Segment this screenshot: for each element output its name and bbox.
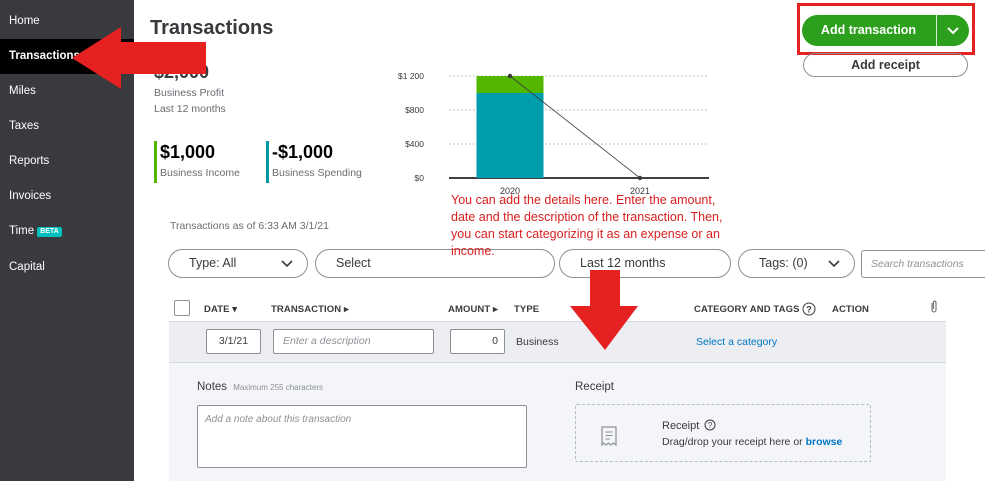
add-transaction-label: Add transaction	[820, 23, 917, 37]
type-filter-label: Type: All	[189, 256, 237, 270]
annotation-arrow-down	[570, 270, 638, 350]
business-spending-label: Business Spending	[272, 167, 362, 179]
beta-badge: BETA	[37, 227, 62, 237]
tags-filter-label: Tags: (0)	[759, 256, 808, 270]
page-title: Transactions	[150, 17, 274, 39]
date-range-label: Last 12 months	[580, 256, 666, 270]
svg-text:?: ?	[708, 421, 713, 430]
notes-textarea[interactable]: Add a note about this transaction	[197, 405, 527, 468]
business-income-label: Business Income	[160, 167, 240, 179]
profit-chart: $0 $400 $800 $1 200 2020 2021	[398, 71, 709, 196]
browse-link[interactable]: browse	[805, 436, 843, 448]
x-tick-label: 2020	[500, 186, 520, 196]
profit-line	[509, 75, 641, 179]
transactions-table: DATE ▾ TRANSACTION ▸ AMOUNT ▸ TYPE CATEG…	[169, 296, 946, 481]
transactions-as-of: Transactions as of 6:33 AM 3/1/21	[170, 220, 329, 232]
chevron-down-icon	[947, 27, 959, 35]
search-input[interactable]: Search transactions	[861, 250, 985, 278]
column-header-action: ACTION	[832, 304, 870, 315]
y-tick-label: $400	[405, 139, 424, 149]
add-transaction-dropdown[interactable]	[937, 15, 969, 46]
help-icon[interactable]: ?	[704, 419, 716, 431]
chevron-down-icon	[281, 260, 293, 268]
column-header-type: TYPE	[514, 304, 540, 315]
svg-text:?: ?	[806, 305, 812, 315]
chevron-down-icon	[828, 260, 840, 268]
new-transaction-row: 3/1/21 Enter a description 0 Business Se…	[169, 321, 946, 362]
main-content: Transactions Add transaction Add receipt…	[134, 0, 985, 481]
business-income-value: $1,000	[160, 142, 216, 162]
notes-label: Notes	[197, 381, 228, 393]
receipt-label: Receipt	[575, 381, 614, 393]
select-all-checkbox[interactable]	[174, 300, 190, 316]
tags-filter[interactable]: Tags: (0)	[738, 249, 855, 278]
sidebar-item-taxes[interactable]: Taxes	[9, 120, 40, 132]
add-transaction-button[interactable]: Add transaction	[802, 15, 969, 46]
sidebar-item-label: Time	[9, 225, 35, 237]
profit-point	[637, 175, 643, 181]
type-value[interactable]: Business	[516, 336, 559, 348]
receipt-dropzone[interactable]: Receipt ? Drag/drop your receipt here or…	[575, 404, 871, 462]
column-header-transaction[interactable]: TRANSACTION ▸	[271, 304, 349, 315]
sidebar-item-reports[interactable]: Reports	[9, 155, 50, 167]
column-header-amount[interactable]: AMOUNT ▸	[448, 304, 498, 315]
sidebar-item-time[interactable]: Time BETA	[0, 214, 134, 249]
business-income-kpi: $1,000 Business Income	[154, 141, 240, 183]
column-header-date[interactable]: DATE ▾	[204, 304, 238, 315]
x-tick-label: 2021	[630, 186, 650, 196]
profit-point	[507, 73, 513, 79]
select-category-link[interactable]: Select a category	[696, 336, 778, 348]
account-filter[interactable]: Select	[315, 249, 555, 278]
date-field[interactable]: 3/1/21	[206, 329, 261, 354]
sidebar-item-capital[interactable]: Capital	[9, 261, 45, 273]
receipt-box-title: Receipt ?	[662, 419, 716, 432]
business-spending-value: -$1,000	[272, 142, 334, 162]
sidebar-item-home[interactable]: Home	[9, 15, 40, 27]
annotation-arrow-left	[72, 27, 206, 89]
amount-field[interactable]: 0	[450, 329, 505, 354]
y-tick-label: $800	[405, 105, 424, 115]
date-range-filter[interactable]: Last 12 months	[559, 249, 731, 278]
notes-hint: Maximum 255 characters	[233, 383, 324, 392]
transaction-details-panel: Notes Maximum 255 characters Add a note …	[169, 362, 946, 481]
profit-period-label: Last 12 months	[154, 103, 226, 115]
y-tick-label: $0	[415, 173, 425, 183]
receipt-box-text: Drag/drop your receipt here or browse	[662, 436, 843, 448]
help-icon[interactable]: ?	[802, 302, 816, 316]
bar-2020-series-0	[476, 93, 544, 178]
notes-section: Notes Maximum 255 characters	[197, 381, 323, 393]
column-header-category: CATEGORY AND TAGS ?	[694, 302, 816, 316]
sidebar-item-invoices[interactable]: Invoices	[9, 190, 52, 202]
type-filter[interactable]: Type: All	[168, 249, 308, 278]
business-spending-kpi: -$1,000 Business Spending	[266, 141, 362, 183]
business-profit-label: Business Profit	[154, 87, 225, 99]
y-tick-label: $1 200	[398, 71, 424, 81]
paperclip-icon[interactable]	[929, 300, 939, 314]
account-filter-label: Select	[336, 256, 371, 270]
description-field[interactable]: Enter a description	[273, 329, 434, 354]
bar-2020-series-1	[476, 76, 544, 93]
sidebar-item-miles[interactable]: Miles	[9, 85, 36, 97]
add-receipt-button[interactable]: Add receipt	[803, 53, 968, 77]
annotation-text: You can add the details here. Enter the …	[451, 193, 723, 258]
receipt-icon	[601, 426, 617, 447]
